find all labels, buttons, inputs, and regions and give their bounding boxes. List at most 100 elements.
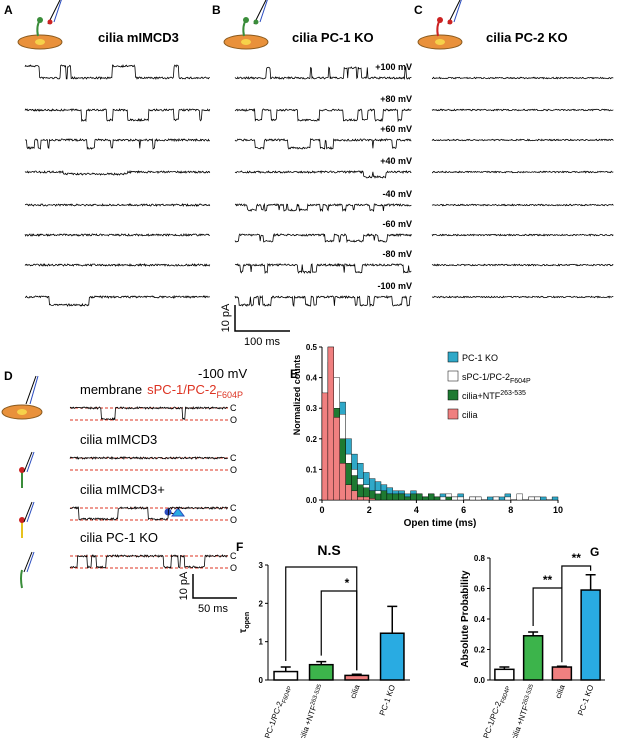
voltage-label: -80 mV [382,249,412,259]
histogram-bar [327,346,334,501]
legend-name: sPC-1/PC-2 [462,372,510,382]
panel-letter: A [4,3,13,17]
significance-bracket [320,590,358,671]
current-trace [69,505,228,521]
histogram-bar [369,498,376,501]
current-trace [234,202,412,213]
open-label: O [230,415,237,425]
scale-bar [192,574,237,599]
x-tick-label: cilia +NTF263-535 [298,683,327,738]
legend-name: cilia [462,410,478,420]
y-axis-label: τopen [238,612,251,633]
y-label-sub: open [244,612,251,629]
histogram-bar [380,490,388,501]
closed-label: C [230,453,237,463]
histogram-bar [398,493,405,501]
current-trace [431,203,614,207]
category-name: cilia [554,683,567,700]
category-name: PC-1 KO [576,684,595,717]
histogram-bar [428,493,435,501]
histogram-bar [357,496,364,501]
category-name: sPC-1/PC-2 [262,700,285,738]
x-tick-label: PC-1 KO [576,684,595,717]
scale-label: 10 pA [220,303,232,332]
bar [580,589,601,681]
open-label: O [230,515,237,525]
y-tick-label: 0.4 [306,374,318,383]
current-trace [24,64,210,80]
open-label: O [230,465,237,475]
histogram-bar [374,493,382,501]
row-label-text: cilia PC-1 KO [80,530,158,545]
row-label: cilia mIMCD3+ [80,482,165,497]
voltage-label: -40 mV [382,189,412,199]
y-tick-label: 0 [259,676,264,685]
panel-title: cilia mIMCD3 [98,30,179,45]
category-name: cilia +NTF [510,704,531,738]
y-tick-label: 0.3 [306,404,318,413]
category-name: cilia +NTF [298,704,319,738]
voltage-label: +80 mV [380,94,412,104]
current-trace [431,263,614,267]
row-label-red: sPC-1/PC-2 [147,382,216,397]
error-bar [387,605,398,634]
histogram-bar [410,493,417,501]
y-tick-label: 0.6 [474,585,486,594]
current-trace [234,138,412,150]
histogram-bar [487,496,494,501]
category-name: cilia [348,683,361,700]
category-sub: 263-535 [522,683,535,706]
y-tick-label: 0.5 [306,343,318,352]
row-label: cilia PC-1 KO [80,530,158,545]
current-trace [234,66,412,81]
current-trace [234,107,412,123]
y-axis-label: Absolute Probability [460,570,471,668]
current-trace [234,170,412,179]
bar [379,632,405,681]
voltage-label: +60 mV [380,124,412,134]
category-name: PC-1 KO [378,684,397,717]
bar [522,635,544,681]
histogram-bar [392,493,399,501]
y-tick-label: 0.0 [474,676,486,685]
bar [551,666,573,681]
closed-label: C [230,503,237,513]
legend-label: cilia+NTF263-535 [462,390,526,401]
x-tick-label: cilia [554,683,567,700]
y-label-main: Absolute Probability [460,570,471,668]
y-tick-label: 2 [259,599,264,608]
x-tick-label: 0 [319,505,324,515]
y-tick-label: 1 [259,638,264,647]
legend-swatch [447,408,459,420]
x-tick-label: 8 [508,505,513,515]
current-trace [24,108,211,123]
y-tick-label: 0.4 [474,615,486,624]
x-tick-label: PC-1 KO [378,684,397,717]
current-trace [234,232,412,244]
current-trace [24,203,211,207]
current-trace [432,170,614,174]
histogram-bar [469,496,476,501]
error-bar [585,574,596,591]
scale-label: 10 pA [178,571,190,600]
histogram-bar [528,496,535,501]
scale-label: 50 ms [198,603,228,615]
y-tick-label: 0.1 [306,465,318,474]
histogram-bar [321,392,329,501]
panel-letter: E [290,367,298,381]
current-trace [69,553,228,569]
histogram-bar [439,496,447,501]
panel-letter: F [236,540,243,554]
closed-label: C [230,403,237,413]
panel-letter: G [590,545,599,559]
x-tick-label: sPC-1/PC-2F604P [480,684,512,738]
legend-swatch [447,351,459,363]
voltage-label: +100 mV [375,62,412,72]
histogram-bar [351,490,358,501]
voltage-label: -60 mV [382,219,412,229]
legend-sub: F604P [510,378,531,385]
current-trace [234,294,412,308]
error-bar [499,666,510,670]
current-trace [69,406,228,421]
